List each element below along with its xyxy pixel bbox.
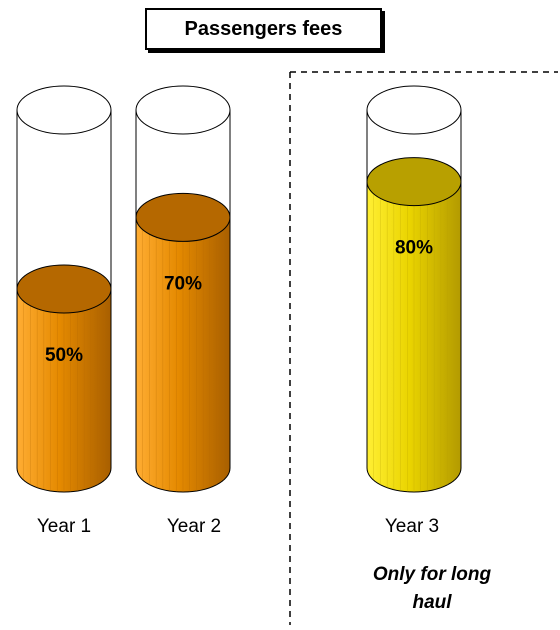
annotation-line-1: Only for long — [373, 564, 492, 585]
tube-rim — [16, 85, 112, 135]
category-label: Year 1 — [37, 516, 91, 537]
tube-rim — [135, 85, 231, 135]
tube-outline — [135, 110, 231, 218]
tube-outline — [366, 110, 462, 182]
bar-top-surface — [16, 264, 112, 314]
bar-top-surface — [135, 192, 231, 242]
chart-title: Passengers fees — [145, 8, 382, 50]
tube-outline — [16, 110, 112, 289]
data-label: 50% — [45, 345, 83, 366]
data-label: 70% — [164, 273, 202, 294]
tube-rim — [366, 85, 462, 135]
bar-top-surface — [366, 157, 462, 207]
category-label: Year 2 — [167, 516, 221, 537]
data-label: 80% — [395, 238, 433, 259]
category-label: Year 3 — [385, 516, 439, 537]
annotation-line-2: haul — [412, 592, 452, 613]
